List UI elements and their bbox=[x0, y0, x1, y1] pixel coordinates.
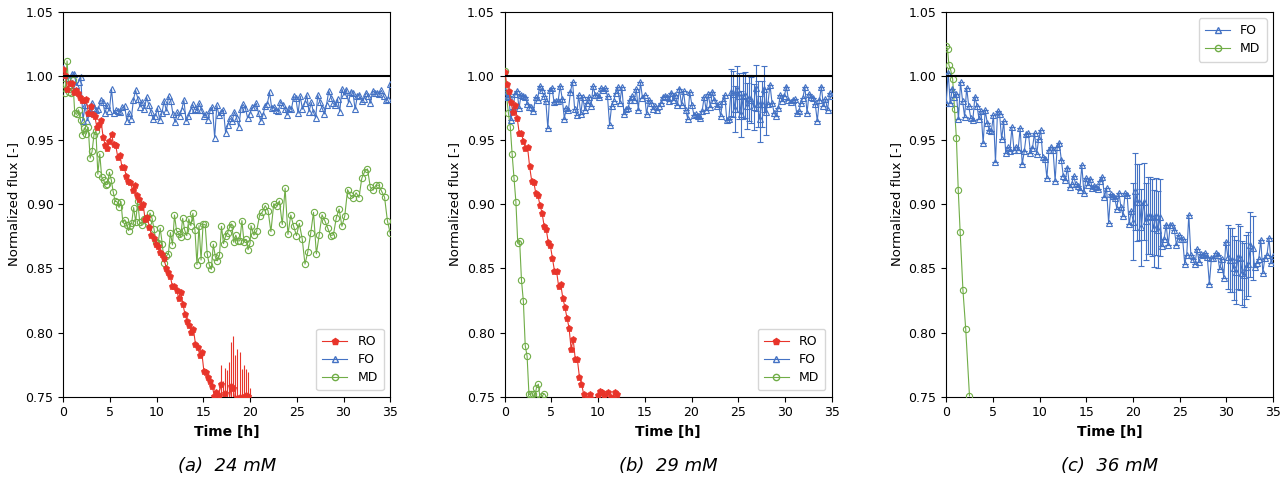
Line: MD: MD bbox=[61, 58, 393, 272]
MD bbox=[522, 392, 537, 397]
MD bbox=[71, 107, 86, 113]
FO bbox=[164, 98, 179, 103]
FO bbox=[383, 81, 398, 87]
X-axis label: Time [h]: Time [h] bbox=[635, 425, 701, 439]
MD bbox=[958, 326, 974, 332]
MD bbox=[511, 238, 527, 244]
MD bbox=[506, 175, 522, 181]
FO bbox=[229, 115, 245, 121]
MD bbox=[956, 287, 971, 293]
MD bbox=[528, 385, 544, 391]
MD bbox=[952, 228, 967, 234]
MD bbox=[532, 396, 547, 402]
Legend: FO, MD: FO, MD bbox=[1199, 18, 1267, 62]
Text: (c)  36 mM: (c) 36 mM bbox=[1061, 457, 1158, 475]
Y-axis label: Normalized flux [-]: Normalized flux [-] bbox=[890, 142, 903, 266]
MD bbox=[514, 277, 529, 283]
Y-axis label: Normalized flux [-]: Normalized flux [-] bbox=[6, 142, 19, 266]
MD bbox=[497, 69, 513, 74]
Legend: RO, FO, MD: RO, FO, MD bbox=[316, 329, 384, 391]
MD bbox=[531, 381, 546, 387]
RO bbox=[599, 399, 614, 405]
FO bbox=[283, 106, 299, 112]
RO bbox=[609, 391, 625, 396]
FO bbox=[207, 135, 223, 141]
RO bbox=[518, 145, 533, 151]
RO bbox=[607, 389, 622, 395]
RO bbox=[538, 226, 554, 232]
RO bbox=[524, 178, 540, 184]
MD bbox=[947, 106, 962, 112]
RO bbox=[497, 69, 513, 74]
MD bbox=[518, 343, 533, 348]
MD bbox=[942, 62, 957, 68]
FO bbox=[242, 111, 258, 117]
MD bbox=[535, 393, 550, 399]
MD bbox=[55, 81, 71, 87]
Line: RO: RO bbox=[501, 69, 620, 406]
MD bbox=[523, 391, 538, 397]
MD bbox=[224, 221, 240, 227]
Line: FO: FO bbox=[61, 64, 393, 141]
RO bbox=[586, 400, 601, 406]
MD bbox=[940, 46, 956, 52]
MD bbox=[300, 249, 316, 255]
MD bbox=[59, 58, 75, 64]
Text: (a)  24 mM: (a) 24 mM bbox=[178, 457, 276, 475]
FO bbox=[327, 102, 343, 108]
MD bbox=[515, 298, 531, 304]
MD bbox=[505, 151, 520, 157]
MD bbox=[536, 391, 551, 397]
MD bbox=[951, 188, 966, 194]
MD bbox=[519, 353, 535, 359]
Legend: RO, FO, MD: RO, FO, MD bbox=[757, 329, 826, 391]
MD bbox=[359, 166, 375, 172]
RO bbox=[509, 115, 524, 121]
MD bbox=[509, 199, 524, 205]
MD bbox=[510, 240, 526, 246]
MD bbox=[501, 110, 516, 116]
MD bbox=[498, 93, 514, 98]
X-axis label: Time [h]: Time [h] bbox=[194, 425, 260, 439]
MD bbox=[945, 76, 961, 82]
MD bbox=[58, 90, 73, 96]
Line: MD: MD bbox=[501, 68, 547, 403]
FO bbox=[185, 101, 201, 107]
Line: MD: MD bbox=[943, 43, 972, 399]
MD bbox=[943, 68, 958, 74]
Text: (b)  29 mM: (b) 29 mM bbox=[618, 457, 717, 475]
MD bbox=[526, 391, 541, 397]
FO bbox=[55, 65, 71, 71]
MD bbox=[383, 230, 398, 236]
MD bbox=[289, 233, 304, 239]
Y-axis label: Normalized flux [-]: Normalized flux [-] bbox=[448, 142, 461, 266]
X-axis label: Time [h]: Time [h] bbox=[1077, 425, 1142, 439]
MD bbox=[949, 135, 965, 141]
MD bbox=[502, 123, 518, 129]
MD bbox=[204, 267, 219, 272]
MD bbox=[962, 393, 978, 399]
MD bbox=[939, 44, 954, 49]
MD bbox=[527, 396, 542, 402]
